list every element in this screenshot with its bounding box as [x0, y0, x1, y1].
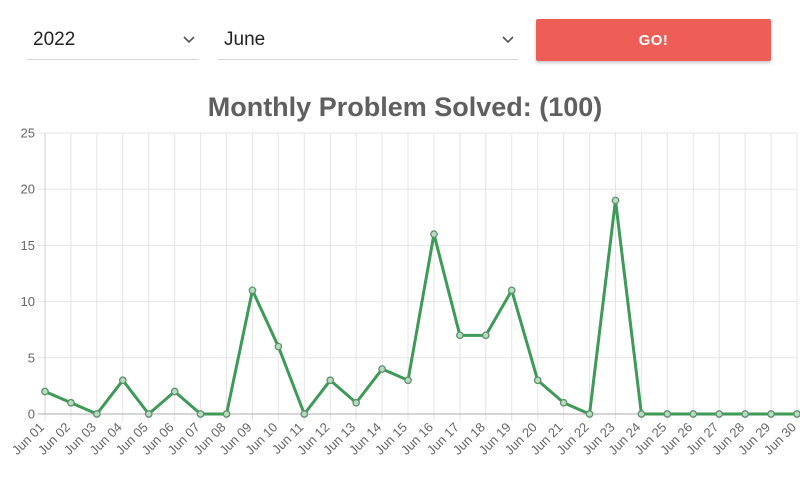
data-point	[144, 410, 153, 418]
chevron-down-icon	[502, 35, 514, 43]
data-point	[715, 410, 724, 418]
chart-title: Monthly Problem Solved: (100)	[208, 92, 603, 122]
data-point	[196, 410, 205, 418]
month-select-value: June	[224, 28, 266, 50]
data-point	[559, 398, 568, 407]
y-tick-label: 0	[28, 407, 35, 422]
data-point	[585, 410, 594, 418]
chart-series	[41, 196, 800, 418]
go-button[interactable]: GO!	[536, 19, 771, 61]
data-point	[481, 331, 490, 340]
data-point	[689, 410, 698, 418]
data-point	[507, 286, 516, 295]
data-point	[378, 365, 386, 373]
data-point	[533, 376, 542, 385]
data-point	[741, 410, 749, 418]
data-point	[404, 376, 412, 385]
year-select[interactable]: 2022	[27, 20, 199, 60]
y-tick-label: 25	[21, 126, 35, 141]
data-point	[637, 410, 646, 418]
chevron-down-icon	[183, 35, 195, 43]
chart-axes	[38, 133, 797, 415]
y-axis-labels: 0 5 10 15 20 25	[21, 126, 35, 422]
data-point	[222, 410, 231, 418]
data-point	[41, 387, 49, 396]
data-point	[611, 196, 620, 205]
chart-grid	[38, 132, 798, 421]
year-select-value: 2022	[33, 28, 76, 50]
data-point	[274, 342, 283, 351]
data-point	[170, 387, 179, 396]
data-point	[767, 410, 775, 418]
y-tick-label: 10	[21, 294, 35, 309]
y-tick-label: 20	[21, 182, 35, 197]
data-point	[352, 398, 361, 407]
data-point	[67, 398, 75, 407]
data-point	[300, 410, 309, 418]
data-point	[248, 286, 257, 295]
data-point	[793, 410, 800, 418]
data-point	[430, 230, 438, 239]
data-point	[663, 410, 672, 418]
data-point	[118, 376, 127, 385]
y-tick-label: 15	[21, 238, 35, 253]
month-select[interactable]: June	[218, 20, 518, 60]
series-line	[44, 198, 797, 416]
data-point	[93, 410, 101, 418]
y-tick-label: 5	[28, 350, 35, 365]
data-point	[456, 331, 464, 340]
data-point	[326, 376, 335, 385]
